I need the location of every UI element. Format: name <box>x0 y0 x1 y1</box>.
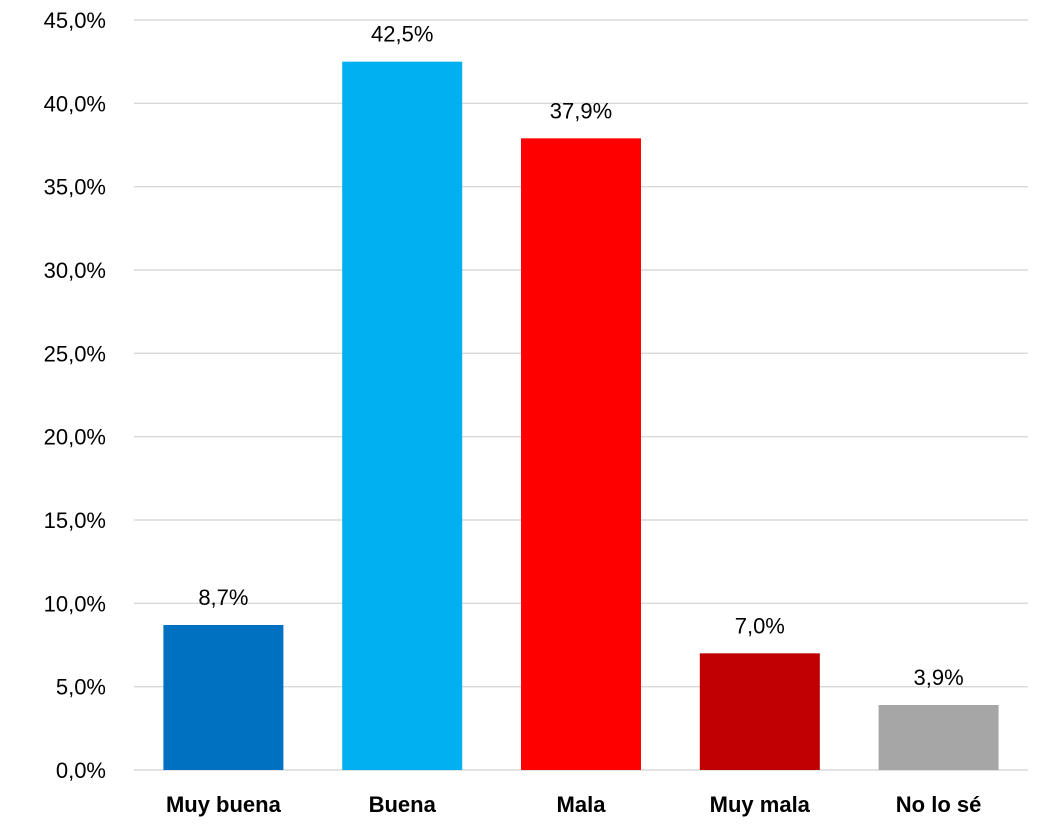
y-tick-label: 15,0% <box>44 508 106 533</box>
data-label: 37,9% <box>550 98 612 123</box>
data-label: 3,9% <box>914 665 964 690</box>
bar <box>699 653 820 770</box>
y-tick-label: 35,0% <box>44 175 106 200</box>
bars <box>163 61 999 771</box>
bar <box>342 61 463 770</box>
y-tick-label: 40,0% <box>44 91 106 116</box>
category-label: No lo sé <box>896 792 982 817</box>
bar <box>521 138 641 771</box>
category-label: Mala <box>557 792 607 817</box>
y-tick-label: 0,0% <box>56 758 106 783</box>
bar <box>163 625 284 770</box>
y-tick-label: 10,0% <box>44 591 106 616</box>
bar <box>878 705 999 770</box>
y-tick-label: 5,0% <box>56 675 106 700</box>
y-tick-label: 20,0% <box>44 425 106 450</box>
category-labels: Muy buena Buena Mala Muy mala No lo sé <box>166 792 981 817</box>
y-tick-label: 45,0% <box>44 8 106 33</box>
data-label: 42,5% <box>371 22 433 47</box>
data-label: 7,0% <box>735 613 785 638</box>
y-tick-label: 30,0% <box>44 258 106 283</box>
data-labels: 8,7% 42,5% 37,9% 7,0% 3,9% <box>198 22 963 690</box>
y-tick-label: 25,0% <box>44 341 106 366</box>
category-label: Muy buena <box>166 792 282 817</box>
category-label: Muy mala <box>710 792 811 817</box>
category-label: Buena <box>369 792 437 817</box>
y-axis-tick-labels: 0,0% 5,0% 10,0% 15,0% 20,0% 25,0% 30,0% 35,0% 40… <box>44 8 106 783</box>
data-label: 8,7% <box>198 585 248 610</box>
